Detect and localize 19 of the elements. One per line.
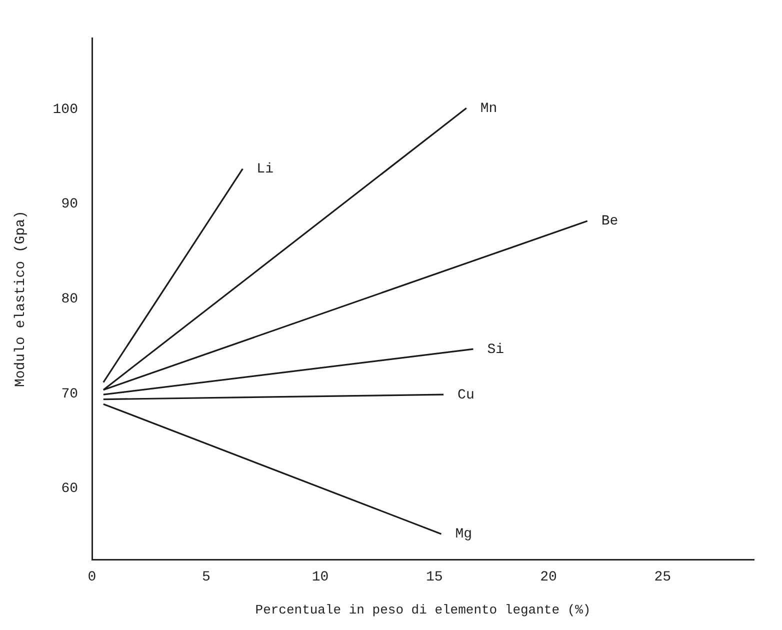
y-axis-title: Modulo elastico (Gpa): [13, 210, 30, 388]
x-tick-label: 25: [654, 570, 672, 586]
series-label: Li: [256, 162, 274, 178]
series-label: Si: [487, 342, 504, 358]
series-label: Cu: [458, 387, 474, 404]
x-tick-label: 10: [312, 570, 329, 586]
x-tick-label: 0: [88, 570, 96, 586]
x-axis-title: Percentuale in peso di elemento legante (%): [255, 602, 591, 618]
x-tick-label: 5: [202, 570, 210, 586]
y-tick-label: 100: [52, 102, 78, 118]
x-tick-label: 15: [426, 570, 443, 586]
y-tick-label: 70: [61, 386, 78, 402]
y-tick-label: 60: [61, 481, 78, 498]
series-label: Mn: [480, 100, 498, 117]
series-label: Mg: [455, 526, 472, 543]
series-label: Be: [601, 214, 618, 230]
y-tick-label: 90: [61, 196, 78, 213]
y-tick-label: 80: [61, 292, 78, 308]
x-tick-label: 20: [540, 570, 557, 586]
